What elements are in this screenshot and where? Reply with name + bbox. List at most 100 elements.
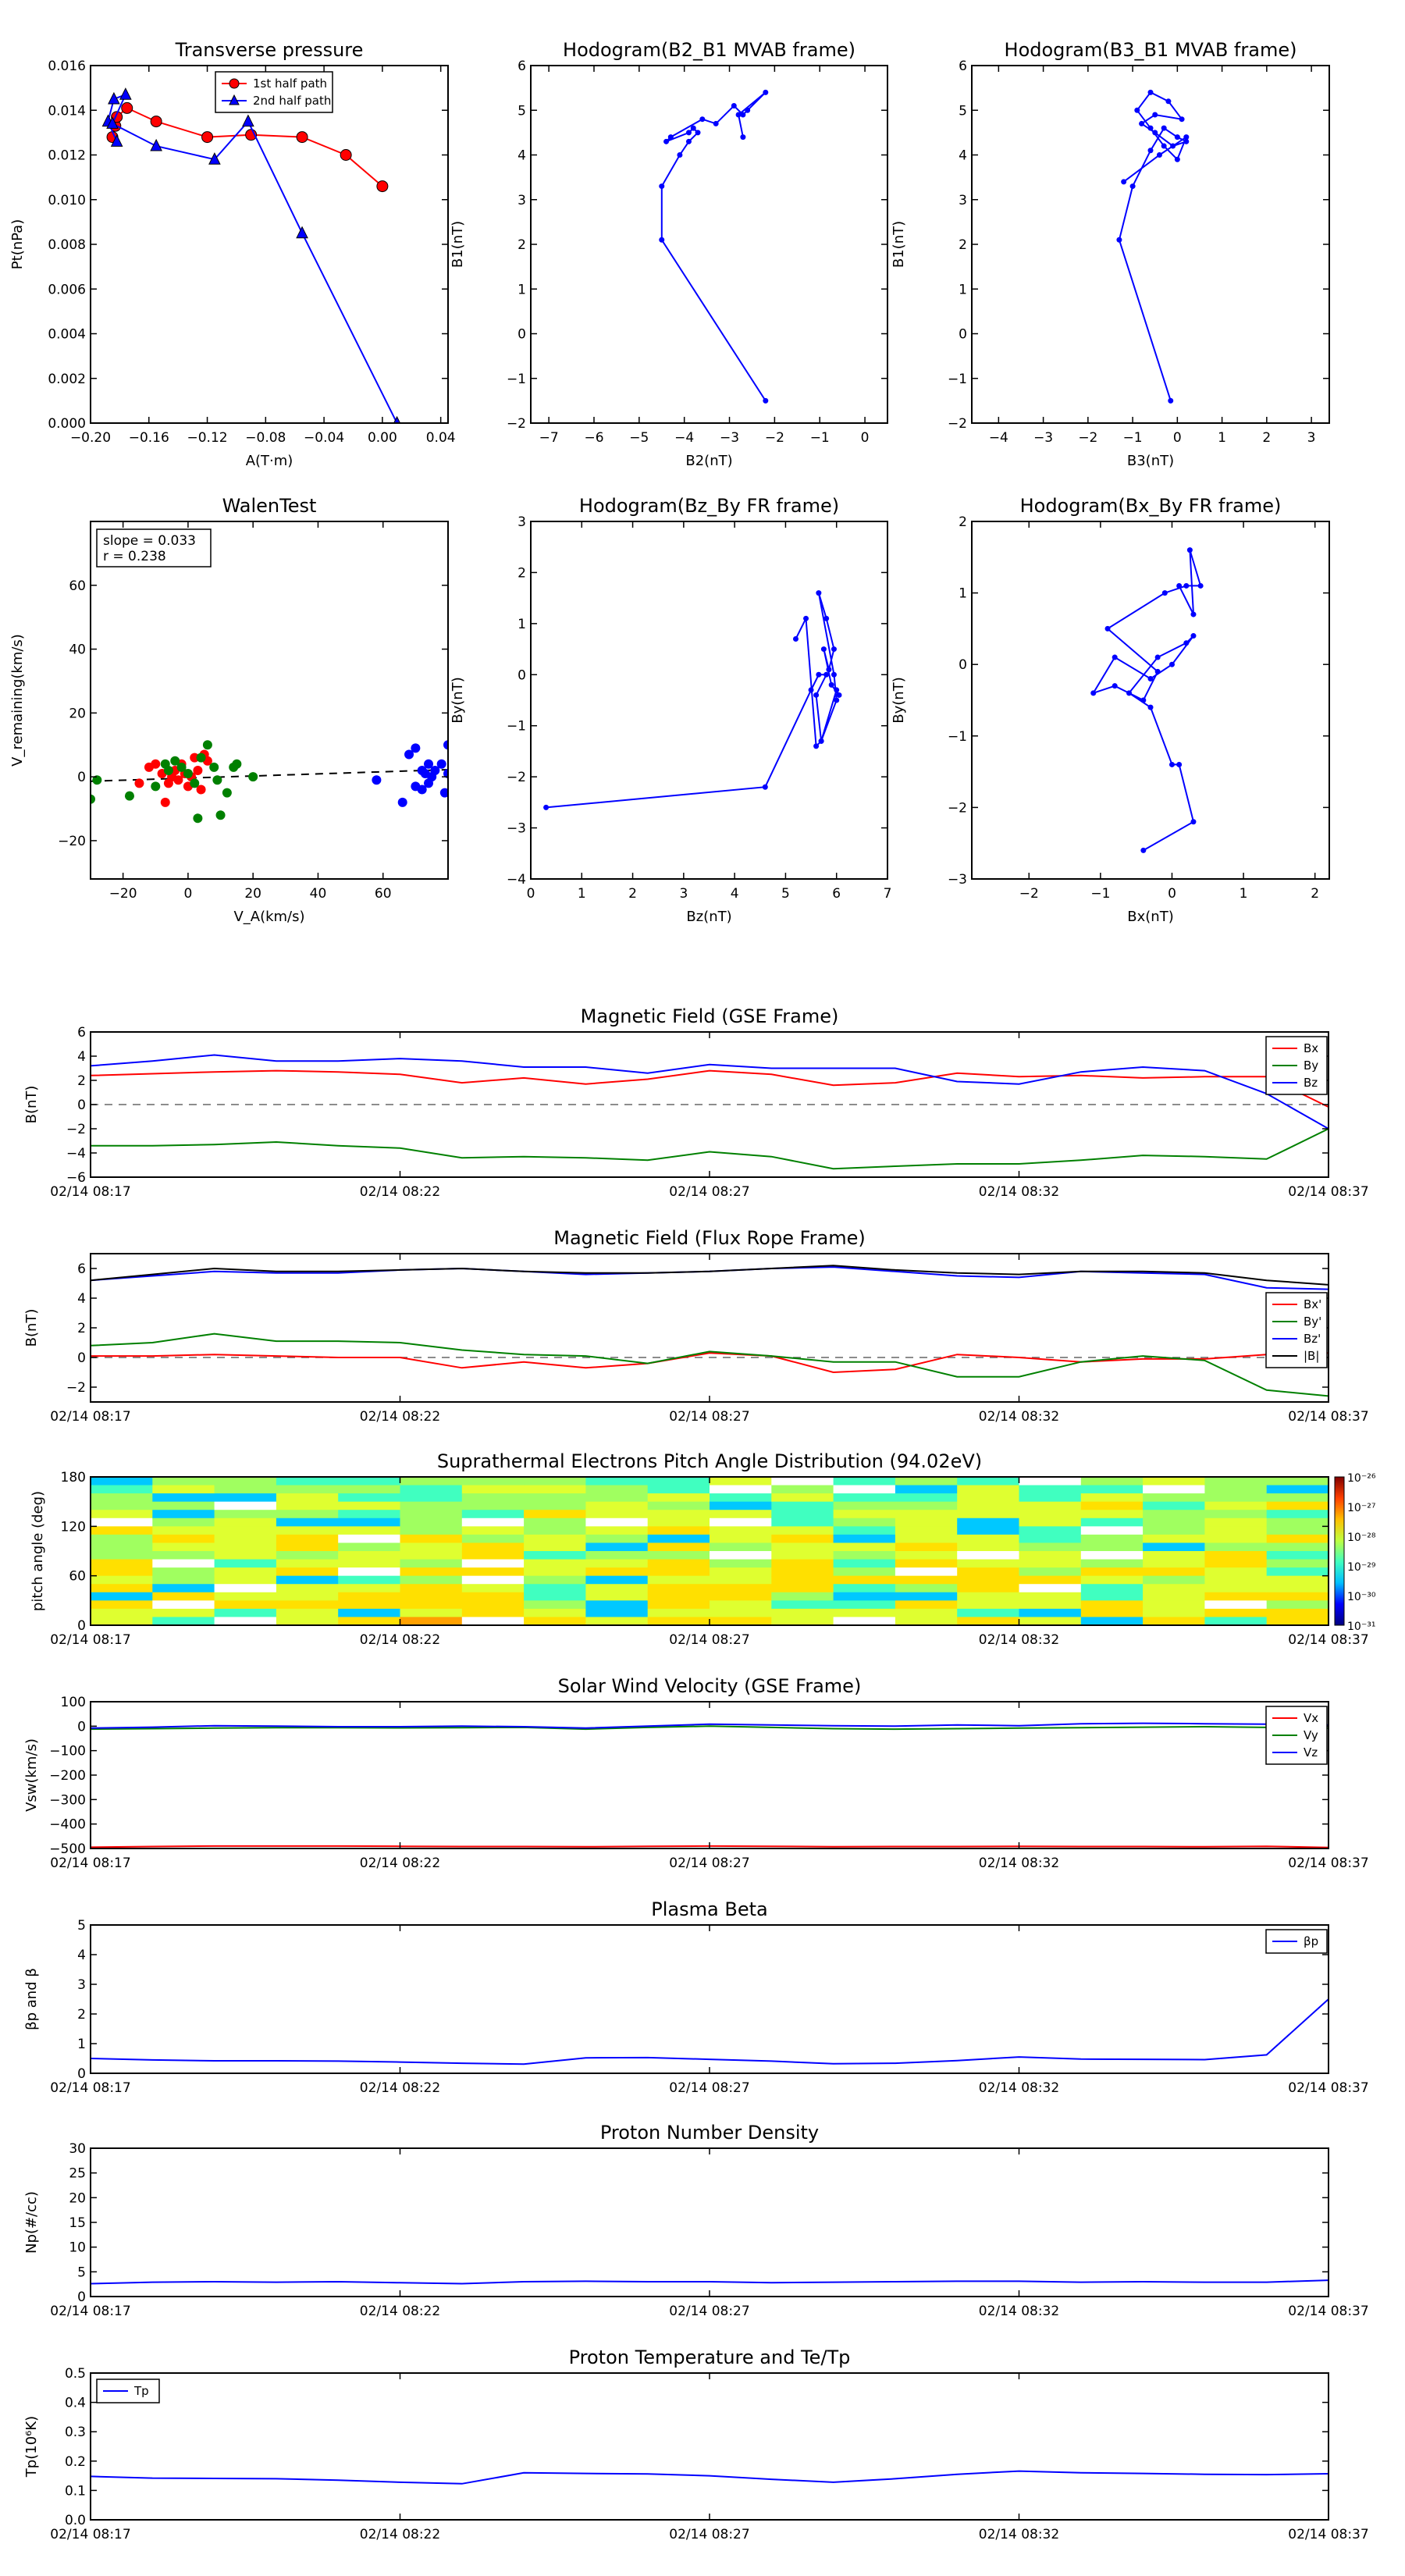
heatmap-cell (276, 1485, 339, 1494)
heatmap-cell (276, 1584, 339, 1593)
heatmap-cell (1266, 1608, 1329, 1617)
y-tick-label: −3 (507, 821, 526, 837)
heatmap-cell (1019, 1501, 1082, 1510)
heatmap-cell (152, 1551, 215, 1560)
y-tick-label: 0 (77, 1618, 86, 1634)
colorbar-label: 10⁻²⁶ (1347, 1472, 1376, 1485)
heatmap-cell (771, 1559, 834, 1568)
y-tick-label: 4 (959, 148, 967, 164)
heatmap-cell (1204, 1517, 1268, 1527)
data-point (1139, 120, 1145, 126)
heatmap-cell (400, 1559, 463, 1568)
data-point (1168, 397, 1174, 404)
heatmap-cell (1143, 1617, 1205, 1625)
data-point (1147, 704, 1154, 710)
x-tick-label: 2 (1262, 430, 1271, 446)
heatmap-cell (833, 1592, 896, 1601)
plot-area (91, 1054, 1329, 1170)
x-tick-label: −2 (1078, 430, 1097, 446)
heatmap-cell (1019, 1542, 1082, 1552)
heatmap-cell (771, 1575, 834, 1585)
heatmap-cell (647, 1485, 710, 1494)
heatmap-cell (461, 1608, 525, 1617)
heatmap-cell (1019, 1534, 1082, 1543)
y-tick-label: −4 (507, 872, 526, 888)
chart-proton-temperature: Proton Temperature and Te/Tp 0.0 0.1 0.2 0.3… (23, 2347, 1369, 2542)
data-point (834, 697, 840, 703)
heatmap-cell (461, 1534, 525, 1543)
data-point (690, 125, 696, 131)
plot-area (659, 89, 769, 404)
heatmap-cell (338, 1584, 400, 1593)
heatmap-cell (1080, 1493, 1144, 1503)
series-line (91, 1266, 1329, 1290)
heatmap-cell (1266, 1517, 1329, 1527)
heatmap-cell (1266, 1542, 1329, 1552)
data-point (808, 687, 814, 693)
x-axis-label: Bz(nT) (686, 909, 731, 925)
heatmap-cell (647, 1534, 710, 1543)
heatmap-cell (771, 1526, 834, 1535)
chart-transverse-pressure: Transverse pressure 0.000 0.002 0.004 0.006 0… (9, 39, 456, 469)
y-axis-label: By(nT) (450, 677, 466, 723)
x-tick-label: −0.08 (245, 430, 286, 446)
time-tick-label: 02/14 08:17 (50, 1632, 130, 1648)
y-axis-label: Vsw(km/s) (23, 1738, 40, 1812)
heatmap-cell (833, 1551, 896, 1560)
data-point (685, 130, 692, 136)
plot-frame (90, 2147, 1329, 2297)
data-point (659, 237, 665, 243)
colorbar-label: 10⁻²⁸ (1347, 1532, 1376, 1544)
y-tick-label: 0.1 (65, 2483, 86, 2499)
x-axis-label: B3(nT) (1127, 453, 1174, 469)
x-tick-label: 3 (679, 886, 688, 902)
heatmap-cell (895, 1575, 958, 1585)
data-point (1140, 697, 1147, 703)
heatmap-cell (1080, 1600, 1144, 1610)
heatmap-cell (338, 1567, 400, 1577)
data-point (201, 131, 214, 144)
heatmap-cell (214, 1534, 277, 1543)
time-tick-label: 02/14 08:27 (669, 2080, 749, 2096)
y-tick-label: 10 (69, 2240, 86, 2256)
heatmap-cell (524, 1542, 586, 1552)
heatmap-cell (338, 1517, 400, 1527)
heatmap-cell (1143, 1517, 1205, 1527)
data-point (820, 646, 827, 653)
y-tick-label: −4 (66, 1146, 86, 1162)
data-point (667, 134, 674, 141)
y-tick-label: 3 (518, 514, 526, 530)
y-tick-label: 5 (77, 1918, 86, 1934)
series-line (91, 1069, 1329, 1108)
heatmap-cell (833, 1608, 896, 1617)
heatmap-cell (276, 1551, 339, 1560)
time-tick-label: 02/14 08:22 (360, 2527, 440, 2542)
time-tick-label: 02/14 08:37 (1288, 1409, 1368, 1425)
heatmap-cell (1204, 1534, 1268, 1543)
heatmap-cell (1266, 1526, 1329, 1535)
heatmap-cell (585, 1485, 649, 1494)
heatmap-cell (1143, 1584, 1205, 1593)
time-tick-label: 02/14 08:37 (1288, 1632, 1368, 1648)
heatmap-cell (1019, 1517, 1082, 1527)
time-tick-label: 02/14 08:17 (50, 1856, 130, 1871)
heatmap-cell (400, 1501, 463, 1510)
y-tick-label: 6 (518, 59, 526, 74)
plot-frame (90, 521, 449, 880)
heatmap-cell (647, 1551, 710, 1560)
data-point (439, 788, 448, 798)
heatmap-cell (524, 1493, 586, 1503)
heatmap-cell (1080, 1617, 1144, 1625)
heatmap-cell (400, 1608, 463, 1617)
heatmap-cell (1204, 1542, 1268, 1552)
time-tick-label: 02/14 08:32 (979, 2080, 1059, 2096)
heatmap-cell (771, 1485, 834, 1494)
data-point (340, 149, 352, 161)
data-point (813, 692, 820, 698)
y-tick-label: 4 (77, 1049, 86, 1065)
x-tick-label: 0.04 (426, 430, 456, 446)
heatmap-cell (1204, 1584, 1268, 1593)
heatmap-cell (771, 1542, 834, 1552)
data-point (1161, 143, 1167, 149)
heatmap-cell (833, 1567, 896, 1577)
